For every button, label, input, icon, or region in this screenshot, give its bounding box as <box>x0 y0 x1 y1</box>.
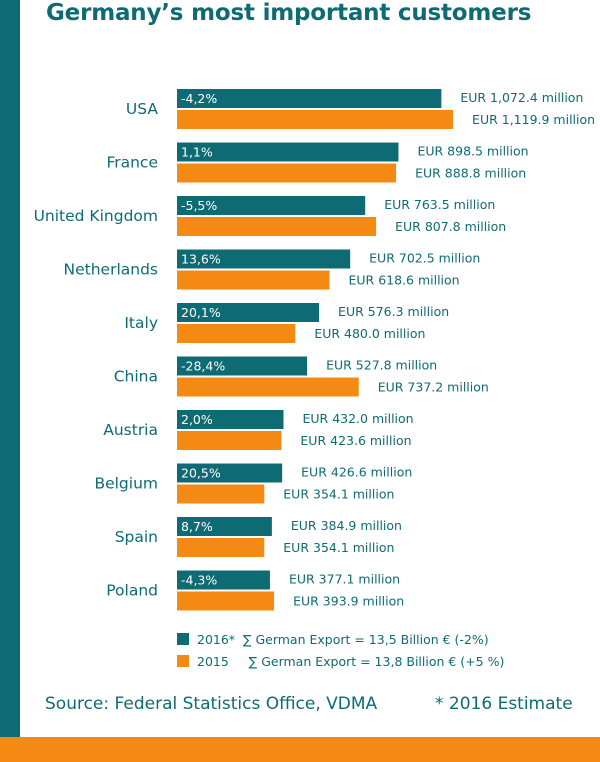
estimate-note: * 2016 Estimate <box>435 694 573 714</box>
category-label-poland: Poland <box>106 582 158 600</box>
bar-2015-france <box>177 163 397 183</box>
bar-2015-belgium <box>177 484 265 504</box>
category-label-netherlands: Netherlands <box>64 261 158 279</box>
bar-2015-poland <box>177 591 275 611</box>
bar-2016-france <box>177 142 399 162</box>
category-label-china: China <box>114 368 158 386</box>
value-label-2016-spain: EUR 384.9 million <box>291 518 402 533</box>
bar-2016-netherlands <box>177 249 351 269</box>
legend-item-2015: 2015 ∑ German Export = 13,8 Billion € (+… <box>177 654 504 669</box>
category-label-austria: Austria <box>103 421 158 439</box>
change-label-belgium: 20,5% <box>181 466 221 481</box>
legend-text-2015: ∑ German Export = 13,8 Billion € (+5 %) <box>248 654 505 669</box>
value-label-2016-france: EUR 898.5 million <box>417 144 528 159</box>
value-label-2015-china: EUR 737.2 million <box>378 380 489 395</box>
category-label-united-kingdom: United Kingdom <box>34 207 158 225</box>
change-label-austria: 2,0% <box>181 412 213 427</box>
value-label-2015-austria: EUR 423.6 million <box>300 433 411 448</box>
value-label-2015-france: EUR 888.8 million <box>415 166 526 181</box>
bar-chart: USA -4,2% EUR 1,072.4 million EUR 1,119.9 m… <box>34 89 595 611</box>
bar-2015-netherlands <box>177 270 330 290</box>
bar-2016-china <box>177 356 308 376</box>
category-label-spain: Spain <box>115 528 158 546</box>
value-label-2016-belgium: EUR 426.6 million <box>301 465 412 480</box>
bar-2015-united-kingdom <box>177 217 377 236</box>
change-label-france: 1,1% <box>181 145 213 160</box>
bar-2016-belgium <box>177 463 283 483</box>
change-label-poland: -4,3% <box>181 573 217 588</box>
value-label-2015-netherlands: EUR 618.6 million <box>348 273 459 288</box>
bar-2016-usa <box>177 89 442 108</box>
change-label-italy: 20,1% <box>181 305 221 320</box>
bar-2016-spain <box>177 517 272 536</box>
value-label-2015-usa: EUR 1,119.9 million <box>472 112 595 127</box>
bar-2016-united-kingdom <box>177 196 366 215</box>
legend-item-2016: 2016* ∑ German Export = 13,5 Billion € (… <box>177 632 489 647</box>
bar-2015-austria <box>177 431 282 450</box>
value-label-2016-poland: EUR 377.1 million <box>289 572 400 587</box>
change-label-united-kingdom: -5,5% <box>181 198 217 213</box>
legend-swatch-2015 <box>177 655 189 667</box>
value-label-2016-usa: EUR 1,072.4 million <box>460 90 583 105</box>
value-label-2015-poland: EUR 393.9 million <box>293 594 404 609</box>
page-title: Germany’s most important customers <box>46 0 532 26</box>
legend-label-2015: 2015 <box>197 654 229 669</box>
change-label-spain: 8,7% <box>181 519 213 534</box>
category-label-italy: Italy <box>124 314 158 332</box>
legend-swatch-2016 <box>177 633 189 645</box>
bar-2016-italy <box>177 303 320 322</box>
source-note: Source: Federal Statistics Office, VDMA <box>45 694 378 714</box>
value-label-2016-italy: EUR 576.3 million <box>338 304 449 319</box>
change-label-china: -28,4% <box>181 359 225 374</box>
bottom-accent-band <box>0 737 600 762</box>
bar-2015-usa <box>177 110 454 129</box>
bar-2015-italy <box>177 324 296 343</box>
value-label-2016-united-kingdom: EUR 763.5 million <box>384 197 495 212</box>
value-label-2016-china: EUR 527.8 million <box>326 358 437 373</box>
bar-2015-china <box>177 377 359 397</box>
value-label-2015-belgium: EUR 354.1 million <box>283 487 394 502</box>
change-label-netherlands: 13,6% <box>181 252 221 267</box>
bar-2015-spain <box>177 538 265 557</box>
value-label-2015-spain: EUR 354.1 million <box>283 540 394 555</box>
bar-2016-austria <box>177 410 284 429</box>
value-label-2015-united-kingdom: EUR 807.8 million <box>395 219 506 234</box>
left-accent-bar <box>0 0 20 737</box>
bar-2016-poland <box>177 570 270 590</box>
legend-label-2016: 2016* <box>197 632 236 647</box>
value-label-2016-netherlands: EUR 702.5 million <box>369 251 480 266</box>
value-label-2016-austria: EUR 432.0 million <box>302 411 413 426</box>
change-label-usa: -4,2% <box>181 91 217 106</box>
value-label-2015-italy: EUR 480.0 million <box>314 326 425 341</box>
legend-text-2016: ∑ German Export = 13,5 Billion € (-2%) <box>243 632 489 647</box>
category-label-france: France <box>106 154 158 172</box>
category-label-belgium: Belgium <box>94 475 158 493</box>
category-label-usa: USA <box>126 100 158 118</box>
